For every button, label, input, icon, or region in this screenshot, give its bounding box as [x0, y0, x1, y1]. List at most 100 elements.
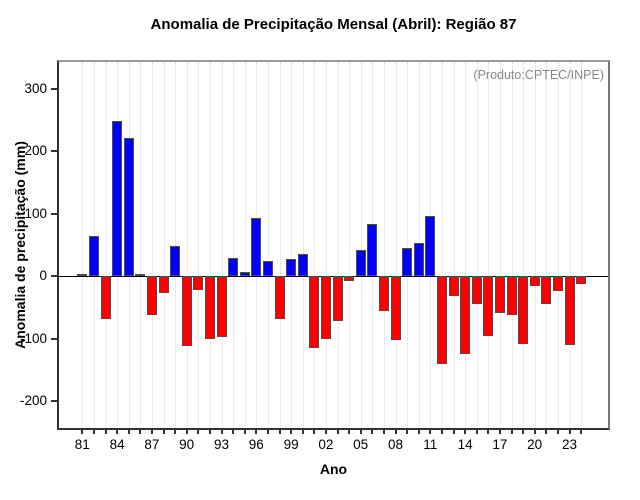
- x-tick-1998: [278, 428, 281, 434]
- x-tick-label-1996: 96: [248, 437, 264, 452]
- bar-1998: [274, 276, 285, 319]
- bar-2008: [390, 276, 401, 340]
- bar-1984: [112, 121, 123, 277]
- y-axis-label: Anomalia de precipitação (mm): [12, 141, 28, 349]
- y-tick-label--200: -200: [19, 393, 47, 409]
- bar-2007: [378, 276, 389, 312]
- x-tick-1983: [104, 428, 107, 434]
- bar-1993: [216, 276, 227, 338]
- x-tick-2005: [359, 428, 362, 434]
- x-tick-label-1993: 93: [213, 437, 230, 452]
- bar-2019: [518, 276, 529, 344]
- gridline-2013: [453, 62, 455, 428]
- bar-1997: [262, 260, 273, 277]
- x-tick-2021: [545, 428, 548, 434]
- bar-2018: [506, 276, 517, 315]
- bar-2001: [309, 276, 320, 349]
- gridline-1988: [163, 62, 165, 428]
- gridline-2003: [337, 62, 339, 428]
- bar-2006: [367, 224, 378, 277]
- x-tick-2019: [522, 428, 525, 434]
- bar-1999: [286, 258, 297, 277]
- bar-2012: [436, 276, 447, 364]
- x-tick-label-2011: 11: [423, 437, 438, 452]
- x-tick-2004: [348, 428, 351, 434]
- gridline-1983: [105, 62, 107, 428]
- x-tick-label-2005: 05: [353, 437, 369, 452]
- bar-1994: [228, 258, 239, 277]
- source-annotation: (Produto:CPTEC/INPE): [473, 68, 604, 82]
- bar-2011: [425, 216, 436, 277]
- bar-1988: [158, 276, 169, 294]
- x-axis-label: Ano: [319, 461, 348, 477]
- x-tick-1995: [243, 428, 246, 434]
- x-tick-2017: [498, 428, 501, 434]
- x-tick-2011: [429, 428, 432, 434]
- x-tick-1981: [81, 428, 84, 434]
- x-tick-1999: [290, 428, 293, 434]
- x-tick-label-1987: 87: [144, 437, 160, 452]
- x-tick-1991: [197, 428, 200, 434]
- x-tick-2007: [382, 428, 385, 434]
- y-tick-label-0: 0: [39, 268, 47, 284]
- gridline-2005: [360, 62, 362, 428]
- bar-2003: [332, 276, 343, 322]
- bar-2021: [541, 276, 552, 305]
- gridline-2012: [441, 62, 443, 428]
- bar-2024: [576, 276, 587, 284]
- x-tick-2002: [324, 428, 327, 434]
- gridline-1997: [267, 62, 269, 428]
- gridline-2023: [569, 62, 571, 428]
- bar-1996: [251, 217, 262, 277]
- y-tick--100: [51, 337, 59, 340]
- bar-2009: [402, 248, 413, 277]
- x-tick-2010: [417, 428, 420, 434]
- bar-2020: [529, 276, 540, 287]
- gridline-1993: [221, 62, 223, 428]
- chart-title: Anomalia de Precipitação Mensal (Abril):…: [150, 16, 517, 33]
- bar-2013: [448, 276, 459, 297]
- bar-2014: [460, 276, 471, 355]
- y-tick-label-300: 300: [24, 80, 47, 96]
- x-tick-2023: [568, 428, 571, 434]
- gridline-2024: [581, 62, 583, 428]
- gridline-2018: [511, 62, 513, 428]
- gridline-2017: [499, 62, 501, 428]
- x-tick-label-2002: 02: [318, 437, 334, 452]
- gridline-2002: [325, 62, 327, 428]
- x-tick-2014: [464, 428, 467, 434]
- gridline-2007: [383, 62, 385, 428]
- gridline-1981: [82, 62, 84, 428]
- bar-2002: [320, 276, 331, 339]
- x-tick-1993: [220, 428, 223, 434]
- y-tick-label--100: -100: [19, 330, 47, 346]
- x-tick-2012: [440, 428, 443, 434]
- x-tick-label-1981: 81: [74, 437, 90, 452]
- x-tick-1996: [255, 428, 258, 434]
- y-tick-label-200: 200: [24, 143, 47, 159]
- bar-1990: [181, 276, 192, 347]
- x-tick-label-2008: 08: [387, 437, 404, 452]
- gridline-1999: [291, 62, 293, 428]
- bar-1985: [123, 137, 134, 277]
- bar-2017: [494, 276, 505, 314]
- gridline-2001: [314, 62, 316, 428]
- x-tick-1990: [185, 428, 188, 434]
- x-tick-1994: [232, 428, 235, 434]
- x-tick-2013: [452, 428, 455, 434]
- y-tick-label-100: 100: [24, 205, 47, 221]
- gridline-2020: [534, 62, 536, 428]
- bar-1995: [239, 271, 250, 277]
- bar-2022: [552, 276, 563, 292]
- x-tick-2009: [406, 428, 409, 434]
- bar-2004: [344, 276, 355, 282]
- bar-2023: [564, 276, 575, 345]
- bar-2005: [355, 249, 366, 277]
- bar-2015: [471, 276, 482, 304]
- x-tick-2008: [394, 428, 397, 434]
- x-tick-label-1990: 90: [179, 437, 195, 452]
- x-tick-label-2017: 17: [492, 437, 508, 452]
- x-tick-2001: [313, 428, 316, 434]
- bar-1981: [77, 273, 88, 277]
